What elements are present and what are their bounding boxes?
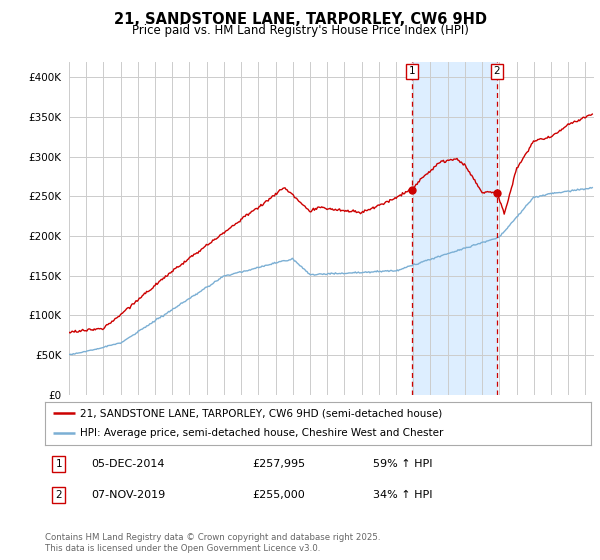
Text: HPI: Average price, semi-detached house, Cheshire West and Chester: HPI: Average price, semi-detached house,…	[80, 428, 444, 438]
Text: Price paid vs. HM Land Registry's House Price Index (HPI): Price paid vs. HM Land Registry's House …	[131, 24, 469, 36]
Text: Contains HM Land Registry data © Crown copyright and database right 2025.
This d: Contains HM Land Registry data © Crown c…	[45, 533, 380, 553]
Bar	[412, 62, 497, 395]
Text: 34% ↑ HPI: 34% ↑ HPI	[373, 490, 432, 500]
Text: 59% ↑ HPI: 59% ↑ HPI	[373, 459, 432, 469]
Text: 1: 1	[55, 459, 62, 469]
Text: 1: 1	[409, 66, 415, 76]
Text: £255,000: £255,000	[253, 490, 305, 500]
Text: £257,995: £257,995	[253, 459, 305, 469]
Text: 07-NOV-2019: 07-NOV-2019	[91, 490, 166, 500]
Text: 2: 2	[493, 66, 500, 76]
Text: 21, SANDSTONE LANE, TARPORLEY, CW6 9HD: 21, SANDSTONE LANE, TARPORLEY, CW6 9HD	[113, 12, 487, 27]
Text: 05-DEC-2014: 05-DEC-2014	[91, 459, 165, 469]
Text: 2: 2	[55, 490, 62, 500]
Text: 21, SANDSTONE LANE, TARPORLEY, CW6 9HD (semi-detached house): 21, SANDSTONE LANE, TARPORLEY, CW6 9HD (…	[80, 408, 443, 418]
